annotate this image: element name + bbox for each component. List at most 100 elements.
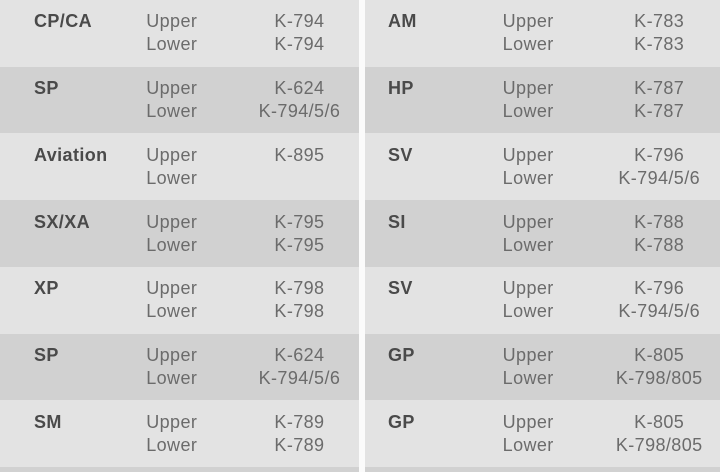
k-values: K-796 K-794/5/6 bbox=[598, 277, 720, 323]
upper-label: Upper bbox=[146, 78, 198, 99]
lower-label: Lower bbox=[502, 301, 554, 322]
table-row: SV Upper Lower K-796 K-794/5/6 bbox=[365, 266, 720, 334]
table-row: Aviation Upper Lower K-895 bbox=[0, 133, 359, 201]
upper-value: K-783 bbox=[634, 11, 685, 32]
lower-value: K-798 bbox=[274, 301, 325, 322]
lower-label: Lower bbox=[502, 101, 554, 122]
lower-label: Lower bbox=[146, 367, 198, 388]
table-row: SX/XA Upper Lower K-795 K-795 bbox=[0, 200, 359, 267]
table-row: SV Upper Lower K-796 K-794/5/6 bbox=[365, 133, 720, 201]
upper-value: K-788 bbox=[634, 211, 685, 232]
k-values: K-805 K-798/805 bbox=[598, 411, 720, 457]
k-values: K-788 K-788 bbox=[598, 211, 720, 257]
lower-label: Lower bbox=[502, 167, 554, 188]
table-bottom-edge bbox=[365, 467, 720, 472]
position-labels: Upper Lower bbox=[146, 344, 240, 390]
table-row: HP Upper Lower K-787 K-787 bbox=[365, 66, 720, 134]
lower-label: Lower bbox=[146, 101, 198, 122]
lower-label: Lower bbox=[146, 167, 198, 188]
k-values: K-624 K-794/5/6 bbox=[240, 344, 359, 390]
table-row: SP Upper Lower K-624 K-794/5/6 bbox=[0, 333, 359, 401]
row-label: SX/XA bbox=[34, 211, 91, 232]
upper-value: K-624 bbox=[274, 344, 325, 365]
position-labels: Upper Lower bbox=[503, 144, 599, 190]
position-labels: Upper Lower bbox=[146, 211, 240, 257]
k-values: K-624 K-794/5/6 bbox=[240, 77, 359, 123]
upper-label: Upper bbox=[502, 144, 554, 165]
upper-label: Upper bbox=[502, 78, 554, 99]
upper-label: Upper bbox=[146, 144, 198, 165]
position-labels: Upper Lower bbox=[503, 77, 599, 123]
row-label: Aviation bbox=[34, 144, 108, 165]
position-labels: Upper Lower bbox=[146, 277, 240, 323]
table-row: SM Upper Lower K-789 K-789 bbox=[0, 400, 359, 468]
position-labels: Upper Lower bbox=[146, 144, 240, 190]
table-row: GP Upper Lower K-805 K-798/805 bbox=[365, 333, 720, 401]
lower-value: K-795 bbox=[274, 234, 325, 255]
upper-label: Upper bbox=[502, 344, 554, 365]
upper-label: Upper bbox=[146, 211, 198, 232]
upper-label: Upper bbox=[502, 278, 554, 299]
lower-value: K-794/5/6 bbox=[618, 301, 701, 322]
row-label: SM bbox=[34, 411, 62, 432]
lower-label: Lower bbox=[146, 434, 198, 455]
table-row: SI Upper Lower K-788 K-788 bbox=[365, 200, 720, 267]
upper-label: Upper bbox=[146, 411, 198, 432]
lower-value: K-787 bbox=[634, 101, 685, 122]
lower-value: K-794/5/6 bbox=[258, 101, 341, 122]
upper-value: K-796 bbox=[634, 278, 685, 299]
position-labels: Upper Lower bbox=[503, 344, 599, 390]
table-row: GP Upper Lower K-805 K-798/805 bbox=[365, 400, 720, 468]
row-label: GP bbox=[388, 411, 415, 432]
upper-value: K-796 bbox=[634, 144, 685, 165]
row-label: HP bbox=[388, 78, 414, 99]
row-label: XP bbox=[34, 278, 59, 299]
lower-label: Lower bbox=[502, 367, 554, 388]
upper-label: Upper bbox=[502, 11, 554, 32]
k-values: K-795 K-795 bbox=[240, 211, 359, 257]
position-labels: Upper Lower bbox=[146, 10, 240, 56]
lower-value: K-788 bbox=[634, 234, 685, 255]
lower-label: Lower bbox=[146, 34, 198, 55]
k-values: K-787 K-787 bbox=[598, 77, 720, 123]
row-label: GP bbox=[388, 344, 415, 365]
table-row: SP Upper Lower K-624 K-794/5/6 bbox=[0, 66, 359, 134]
k-values: K-789 K-789 bbox=[240, 411, 359, 457]
lower-value: K-783 bbox=[634, 34, 685, 55]
upper-value: K-795 bbox=[274, 211, 325, 232]
lower-label: Lower bbox=[502, 434, 554, 455]
row-label: AM bbox=[388, 11, 417, 32]
k-values: K-783 K-783 bbox=[598, 10, 720, 56]
lower-label: Lower bbox=[146, 234, 198, 255]
row-label: SP bbox=[34, 344, 59, 365]
position-labels: Upper Lower bbox=[503, 10, 599, 56]
upper-value: K-787 bbox=[634, 78, 685, 99]
lower-label: Lower bbox=[146, 301, 198, 322]
lower-value: K-798/805 bbox=[615, 434, 703, 455]
lower-value: K-789 bbox=[274, 434, 325, 455]
position-labels: Upper Lower bbox=[503, 411, 599, 457]
row-label: SV bbox=[388, 144, 413, 165]
column-divider bbox=[359, 0, 365, 472]
upper-label: Upper bbox=[146, 278, 198, 299]
upper-value: K-805 bbox=[634, 344, 685, 365]
table-row: XP Upper Lower K-798 K-798 bbox=[0, 266, 359, 334]
upper-value: K-794 bbox=[274, 11, 325, 32]
upper-value: K-798 bbox=[274, 278, 325, 299]
upper-label: Upper bbox=[146, 11, 198, 32]
table-bottom-edge bbox=[0, 467, 359, 472]
row-label: SI bbox=[388, 211, 406, 232]
upper-label: Upper bbox=[502, 211, 554, 232]
k-values: K-895 bbox=[240, 144, 359, 190]
table-row: CP/CA Upper Lower K-794 K-794 bbox=[0, 0, 359, 67]
k-values: K-796 K-794/5/6 bbox=[598, 144, 720, 190]
table-left-column: CP/CA Upper Lower K-794 K-794 SP Upper L… bbox=[0, 0, 359, 472]
table-right-column: AM Upper Lower K-783 K-783 HP Upper Lowe… bbox=[365, 0, 720, 472]
k-values: K-798 K-798 bbox=[240, 277, 359, 323]
row-label: SP bbox=[34, 78, 59, 99]
position-labels: Upper Lower bbox=[503, 211, 599, 257]
row-label: SV bbox=[388, 278, 413, 299]
upper-value: K-624 bbox=[274, 78, 325, 99]
upper-value: K-805 bbox=[634, 411, 685, 432]
